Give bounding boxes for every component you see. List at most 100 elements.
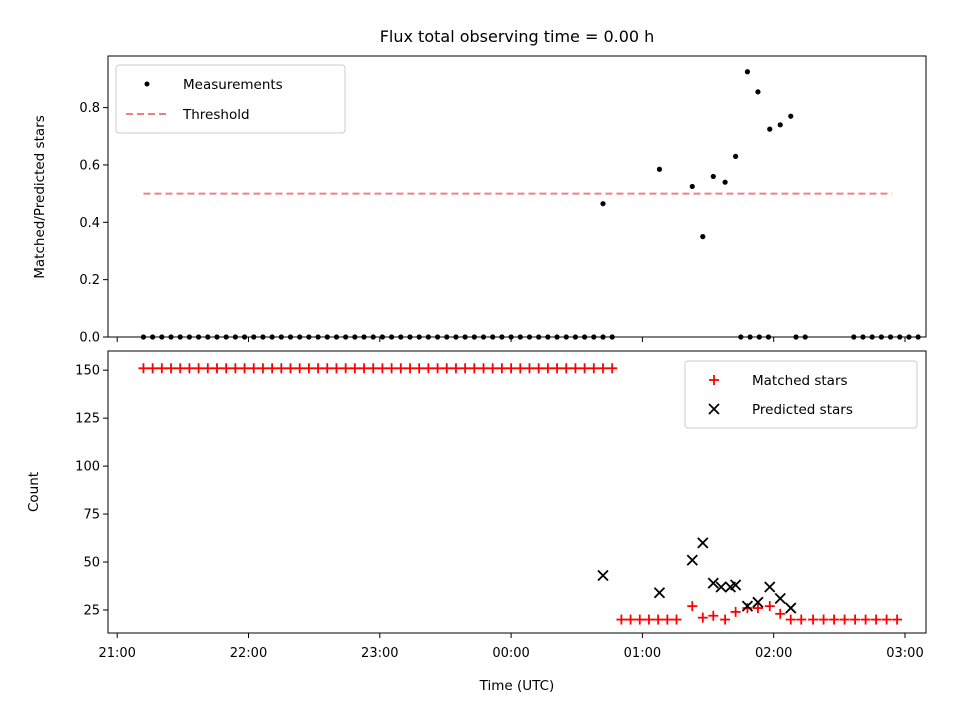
bottom-y-tick-label: 75 (83, 508, 100, 523)
x-tick-label: 23:00 (361, 646, 398, 661)
bottom-y-tick-label: 25 (83, 603, 100, 618)
predicted-star-point (741, 600, 754, 612)
legend-matched-label: Matched stars (752, 373, 848, 389)
matched-star-point (294, 363, 305, 374)
matched-star-point (742, 603, 753, 614)
predicted-star-point (752, 596, 764, 608)
matched-star-point (138, 363, 149, 374)
top-y-ticks: 0.0 0.2 0.4 0.6 0.8 (79, 101, 108, 346)
matched-star-point (230, 363, 241, 374)
predicted-star-point (715, 581, 727, 593)
measurement-point (722, 179, 728, 185)
matched-star-point (839, 614, 850, 625)
top-y-axis-label: Matched/Predicted stars (32, 115, 48, 278)
matched-star-point (267, 363, 278, 374)
bottom-panel: 25 50 75 100 125 150 21:00 22:00 23:00 00:00 01:0… (26, 350, 927, 694)
legend-predicted-marker (708, 403, 720, 415)
matched-star-point (542, 363, 553, 374)
measurement-point (710, 173, 716, 180)
matched-star-point (579, 363, 590, 374)
bottom-y-tick-label: 100 (75, 460, 100, 475)
matched-star-point (653, 614, 664, 625)
measurement-point (656, 166, 663, 172)
matched-star-point (561, 363, 572, 374)
matched-star-point (469, 363, 480, 374)
predicted-star-point (653, 587, 666, 599)
bottom-y-tick-label: 150 (75, 364, 100, 379)
matched-star-point (871, 614, 882, 625)
matched-star-point (634, 614, 645, 625)
x-tick-label: 21:00 (98, 646, 135, 661)
matched-star-point (764, 601, 775, 612)
matched-star-point (359, 363, 370, 374)
matched-star-point (221, 363, 232, 374)
chart-title: Flux total observing time = 0.00 h (380, 27, 655, 46)
predicted-star-point (686, 554, 698, 566)
bottom-legend: Matched stars Predicted stars (684, 360, 918, 429)
predicted-star-point (707, 577, 719, 589)
matched-star-point (616, 614, 627, 625)
measurement-point (744, 69, 751, 75)
bottom-axes-frame (107, 350, 927, 634)
matched-star-point (303, 363, 314, 374)
matched-star-point (818, 614, 829, 625)
x-tick-label: 22:00 (230, 646, 267, 661)
matched-star-point (386, 363, 397, 374)
bottom-y-axis-label: Count (26, 472, 42, 512)
matched-star-point (184, 363, 195, 374)
matched-star-point (414, 363, 425, 374)
matched-star-point (775, 608, 786, 619)
measurement-point (700, 234, 706, 240)
matched-star-point (423, 363, 434, 374)
measurement-point (733, 153, 739, 159)
matched-star-point (349, 363, 360, 374)
matched-star-point (697, 612, 708, 623)
measurement-point (788, 113, 794, 119)
matched-star-point (257, 363, 268, 374)
matched-star-point (450, 363, 461, 374)
bottom-y-ticks: 25 50 75 100 125 150 (75, 364, 108, 618)
matched-star-point (147, 363, 158, 374)
matched-star-point (340, 363, 351, 374)
matched-star-point (860, 614, 871, 625)
x-tick-label: 01:00 (624, 646, 661, 661)
matched-star-point (322, 363, 333, 374)
top-series (140, 69, 921, 340)
matched-star-point (156, 363, 167, 374)
matched-star-point (524, 363, 535, 374)
matched-star-point (662, 614, 673, 625)
matched-star-point (796, 614, 807, 625)
matched-star-point (607, 363, 618, 374)
top-y-tick-label: 0.4 (79, 216, 100, 231)
matched-star-point (211, 363, 222, 374)
matched-star-point (720, 614, 731, 625)
predicted-star-point (729, 579, 742, 591)
measurement-point (689, 183, 695, 190)
matched-star-point (432, 363, 443, 374)
matched-star-point (515, 363, 526, 374)
matched-star-point (166, 363, 177, 374)
predicted-star-point (764, 581, 776, 593)
x-tick-label: 00:00 (492, 646, 529, 661)
legend-measurements-label: Measurements (183, 77, 283, 93)
matched-star-point (570, 363, 581, 374)
matched-star-point (829, 614, 840, 625)
matched-star-point (752, 603, 763, 614)
matched-star-point (506, 363, 517, 374)
top-y-tick-label: 0.2 (79, 273, 100, 288)
matched-star-point (850, 614, 861, 625)
measurement-point (755, 89, 761, 95)
measurement-point (600, 201, 606, 207)
matched-star-point (441, 363, 452, 374)
matched-star-point (552, 363, 563, 374)
matched-star-point (313, 363, 324, 374)
bottom-x-ticks: 21:00 22:00 23:00 00:00 01:00 02:00 03:00 (98, 633, 924, 661)
matched-star-point (625, 614, 636, 625)
matched-star-point (193, 363, 204, 374)
bottom-legend-box (684, 360, 918, 429)
predicted-star-point (697, 537, 709, 549)
matched-star-point (785, 614, 796, 625)
bottom-series (138, 363, 903, 625)
matched-star-point (285, 363, 296, 374)
